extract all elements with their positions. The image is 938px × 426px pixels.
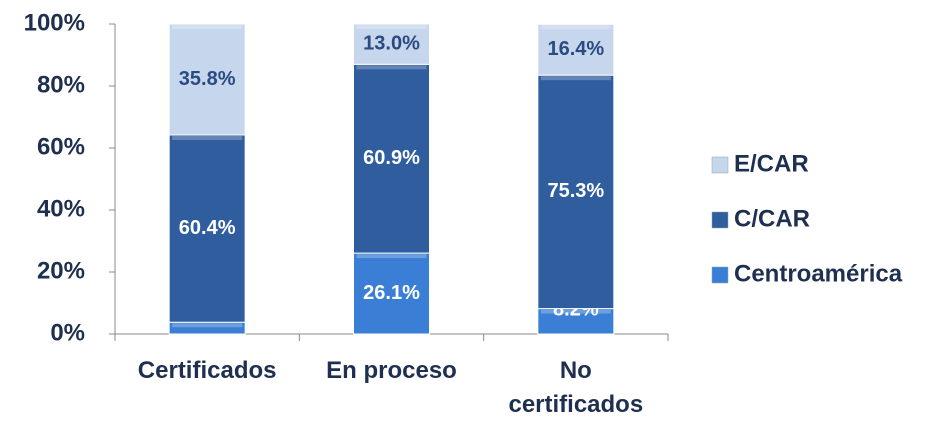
category-text: En proceso: [326, 357, 457, 384]
category-text: Certificados: [137, 357, 277, 384]
bar-highlight: [540, 25, 611, 30]
category-text: No certificados: [508, 357, 644, 418]
bar-segment: [353, 23, 430, 65]
bar-segment: [537, 308, 615, 335]
bar-segment: [353, 63, 430, 254]
data-label: 26.1%: [363, 282, 420, 304]
y-tick-label: 40%: [37, 195, 85, 222]
bar-highlight: [540, 76, 611, 81]
bar-highlight: [172, 25, 243, 29]
y-tick-label: 60%: [37, 133, 85, 160]
x-tick-label: En proceso: [307, 354, 477, 388]
data-label: 75.3%: [547, 180, 604, 202]
bar-highlight: [356, 254, 427, 259]
legend-label: E/CAR: [734, 150, 809, 177]
bar-highlight: [356, 25, 427, 29]
data-label: 60.9%: [363, 147, 420, 169]
legend-swatch: [711, 266, 729, 284]
bar-segment: [353, 252, 430, 335]
legend-swatch: [711, 211, 729, 229]
y-tick-label: 80%: [37, 71, 85, 98]
bar-segment: [168, 23, 246, 136]
data-label: 13.0%: [363, 32, 420, 54]
x-tick-label: Certificados: [122, 354, 292, 388]
data-label: 16.4%: [547, 38, 604, 60]
x-tick-label: No certificados: [491, 354, 661, 422]
bar-highlight: [172, 323, 243, 328]
legend-label: Centroamérica: [734, 260, 903, 287]
bar-highlight: [540, 309, 611, 314]
bar-segment: [537, 23, 615, 76]
bar-segment: [537, 74, 615, 310]
bar-segment: [168, 134, 246, 323]
bar-highlight: [172, 135, 243, 140]
legend-swatch: [711, 156, 729, 174]
data-label: 60.4%: [179, 217, 236, 239]
bar-highlight: [356, 65, 427, 70]
data-label: 35.8%: [179, 68, 236, 90]
y-tick-label: 100%: [24, 9, 85, 36]
y-tick-label: 20%: [37, 257, 85, 284]
legend-label: C/CAR: [734, 205, 810, 232]
y-tick-label: 0%: [50, 319, 85, 346]
